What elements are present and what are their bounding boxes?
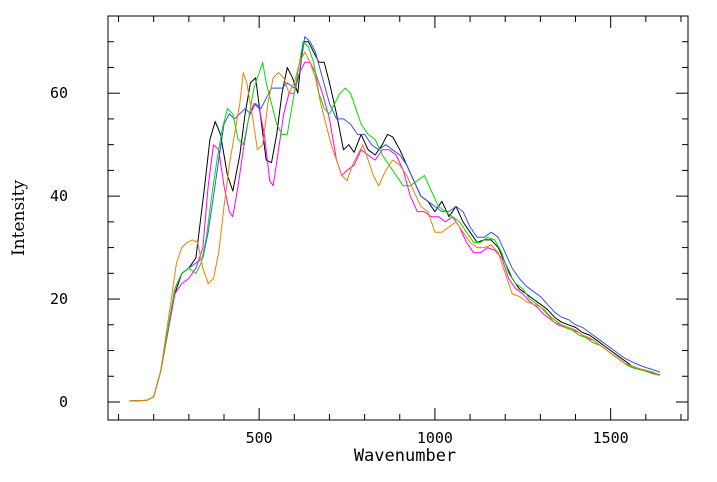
- y-tick-label: 0: [59, 393, 68, 411]
- x-axis-label: Wavenumber: [354, 446, 456, 466]
- series-line-5: [129, 51, 661, 402]
- y-tick-labels: 0 20 40 60: [50, 84, 68, 411]
- y-tick-label: 60: [50, 84, 68, 102]
- x-tick-label: 1500: [593, 429, 629, 447]
- series-layer: [129, 36, 661, 402]
- axis-ticks: [108, 15, 688, 420]
- y-axis-label: Intensity: [9, 180, 29, 256]
- series-line-4: [129, 41, 661, 402]
- plot-frame: [107, 15, 689, 421]
- series-line-3: [129, 36, 661, 402]
- x-tick-labels: 500 1000 1500: [246, 429, 629, 447]
- series-line-1: [129, 41, 661, 402]
- x-tick-label: 500: [246, 429, 273, 447]
- y-tick-label: 20: [50, 290, 68, 308]
- y-tick-label: 40: [50, 187, 68, 205]
- x-tick-label: 1000: [417, 429, 453, 447]
